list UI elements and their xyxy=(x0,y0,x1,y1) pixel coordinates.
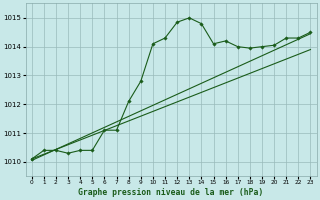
X-axis label: Graphe pression niveau de la mer (hPa): Graphe pression niveau de la mer (hPa) xyxy=(78,188,264,197)
